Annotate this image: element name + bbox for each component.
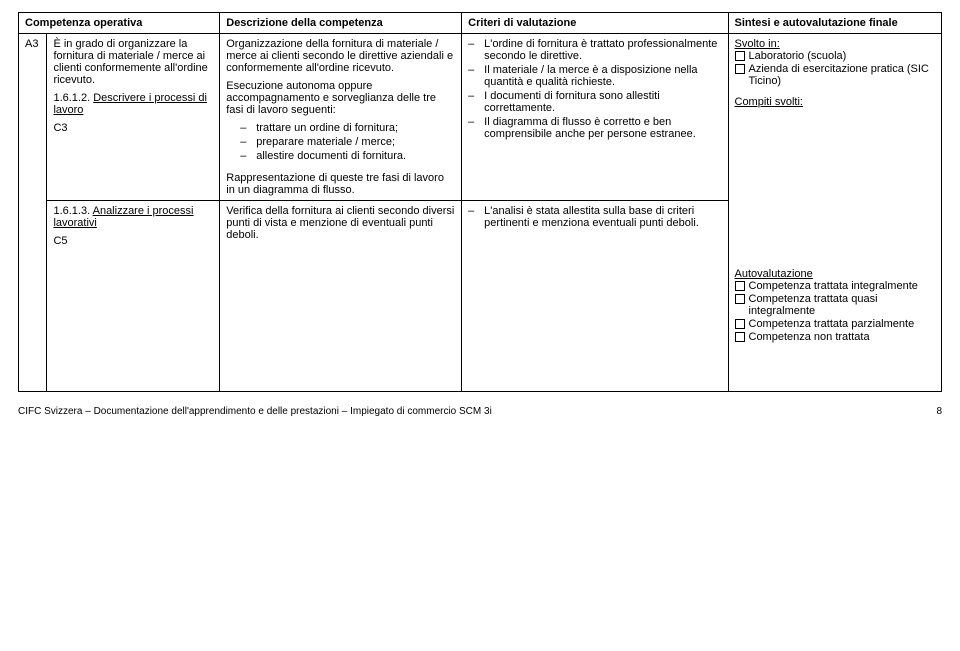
header-row: Competenza operativa Descrizione della c… <box>19 13 942 34</box>
competenza-ref-2: 1.6.1.3. Analizzare i processi lavorativ… <box>53 205 213 229</box>
footer-page-number: 8 <box>936 406 942 417</box>
compiti-heading: Compiti svolti: <box>735 96 936 108</box>
checkbox-icon[interactable] <box>735 51 745 61</box>
criteri-bullets: L'ordine di fornitura è trattato profess… <box>468 38 721 140</box>
col-header-descrizione: Descrizione della competenza <box>220 13 462 34</box>
competenza-level: C3 <box>53 122 213 134</box>
descrizione-p2: Esecuzione autonoma oppure accompagnamen… <box>226 80 455 116</box>
table-row: A3 È in grado di organizzare la fornitur… <box>19 34 942 201</box>
criteri-cell: L'ordine di fornitura è trattato profess… <box>462 34 728 201</box>
col-header-criteri: Criteri di valutazione <box>462 13 728 34</box>
descrizione-p1: Organizzazione della fornitura di materi… <box>226 38 455 74</box>
list-item: trattare un ordine di fornitura; <box>240 122 455 134</box>
checkbox-icon[interactable] <box>735 319 745 329</box>
checkbox-line: Competenza trattata integralmente <box>735 280 936 292</box>
criteri2-bullets: L'analisi è stata allestita sulla base d… <box>468 205 721 229</box>
checkbox-label: Competenza trattata quasi integralmente <box>749 293 936 317</box>
competenza-level-2: C5 <box>53 235 213 247</box>
criteri-cell-2: L'analisi è stata allestita sulla base d… <box>462 201 728 392</box>
code-cell: A3 <box>19 34 47 392</box>
competenza-text: È in grado di organizzare la fornitura d… <box>53 38 213 86</box>
checkbox-line: Competenza trattata quasi integralmente <box>735 293 936 317</box>
checkbox-line: Azienda di esercitazione pratica (SIC Ti… <box>735 63 936 87</box>
competenza-ref: 1.6.1.2. Descrivere i processi di lavoro <box>53 92 213 116</box>
checkbox-label: Competenza trattata parzialmente <box>749 318 915 330</box>
list-item: Il materiale / la merce è a disposizione… <box>468 64 721 88</box>
list-item: L'ordine di fornitura è trattato profess… <box>468 38 721 62</box>
checkbox-icon[interactable] <box>735 332 745 342</box>
list-item: Il diagramma di flusso è corretto e ben … <box>468 116 721 140</box>
svolto-heading: Svolto in: <box>735 38 936 50</box>
descrizione-p3: Rappresentazione di queste tre fasi di l… <box>226 172 455 196</box>
descrizione2-p1: Verifica della fornitura ai clienti seco… <box>226 205 455 241</box>
checkbox-label: Competenza non trattata <box>749 331 870 343</box>
col-header-sintesi: Sintesi e autovalutazione finale <box>728 13 942 34</box>
col-header-competenza: Competenza operativa <box>19 13 220 34</box>
list-item: L'analisi è stata allestita sulla base d… <box>468 205 721 229</box>
checkbox-line: Competenza trattata parzialmente <box>735 318 936 330</box>
checkbox-icon[interactable] <box>735 281 745 291</box>
competency-table: Competenza operativa Descrizione della c… <box>18 12 942 392</box>
sintesi-cell: Svolto in: Laboratorio (scuola) Azienda … <box>728 34 942 392</box>
autoval-heading: Autovalutazione <box>735 268 936 280</box>
checkbox-line: Laboratorio (scuola) <box>735 50 936 62</box>
checkbox-icon[interactable] <box>735 294 745 304</box>
checkbox-label: Laboratorio (scuola) <box>749 50 847 62</box>
competenza-cell: È in grado di organizzare la fornitura d… <box>47 34 220 201</box>
checkbox-line: Competenza non trattata <box>735 331 936 343</box>
list-item: allestire documenti di fornitura. <box>240 150 455 162</box>
list-item: I documenti di fornitura sono allestiti … <box>468 90 721 114</box>
descrizione-cell: Organizzazione della fornitura di materi… <box>220 34 462 201</box>
checkbox-label: Competenza trattata integralmente <box>749 280 918 292</box>
page-footer: CIFC Svizzera – Documentazione dell'appr… <box>18 406 942 417</box>
descrizione-cell-2: Verifica della fornitura ai clienti seco… <box>220 201 462 392</box>
competenza-cell-2: 1.6.1.3. Analizzare i processi lavorativ… <box>47 201 220 392</box>
footer-left: CIFC Svizzera – Documentazione dell'appr… <box>18 406 492 417</box>
list-item: preparare materiale / merce; <box>240 136 455 148</box>
checkbox-icon[interactable] <box>735 64 745 74</box>
checkbox-label: Azienda di esercitazione pratica (SIC Ti… <box>749 63 936 87</box>
descrizione-bullets: trattare un ordine di fornitura; prepara… <box>226 122 455 162</box>
